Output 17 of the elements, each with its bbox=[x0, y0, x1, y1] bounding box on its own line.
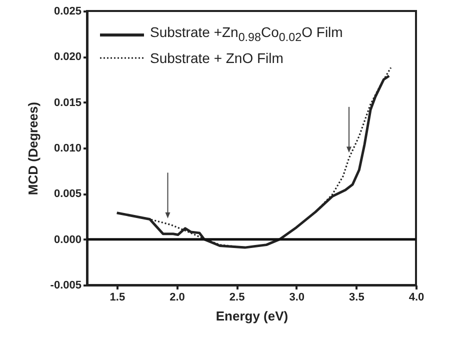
x-tick-label: 2.5 bbox=[229, 292, 245, 304]
legend-label: Substrate + ZnO Film bbox=[150, 48, 284, 68]
x-tick-label: 3.0 bbox=[289, 292, 305, 304]
y-tick-label: 0.000 bbox=[54, 234, 82, 246]
y-tick-label: 0.020 bbox=[54, 51, 82, 64]
y-tick-label: 0.005 bbox=[54, 188, 82, 200]
y-tick-label: -0.005 bbox=[50, 280, 82, 292]
legend-label: Substrate +Zn$_{0.98}$Co$_{0.02}$O Film bbox=[150, 23, 343, 46]
y-tick-label: 0.025 bbox=[54, 6, 82, 18]
y-axis-title: MCD (Degrees) bbox=[25, 102, 40, 196]
x-tick-label: 1.5 bbox=[110, 292, 126, 304]
x-axis-title: Energy (eV) bbox=[216, 308, 288, 324]
x-tick-label: 4.0 bbox=[408, 292, 424, 304]
y-tick-label: 0.015 bbox=[54, 96, 82, 109]
x-tick-label: 2.0 bbox=[170, 292, 185, 304]
y-tick-label: 0.010 bbox=[54, 142, 82, 154]
x-tick-label: 3.5 bbox=[349, 292, 364, 304]
